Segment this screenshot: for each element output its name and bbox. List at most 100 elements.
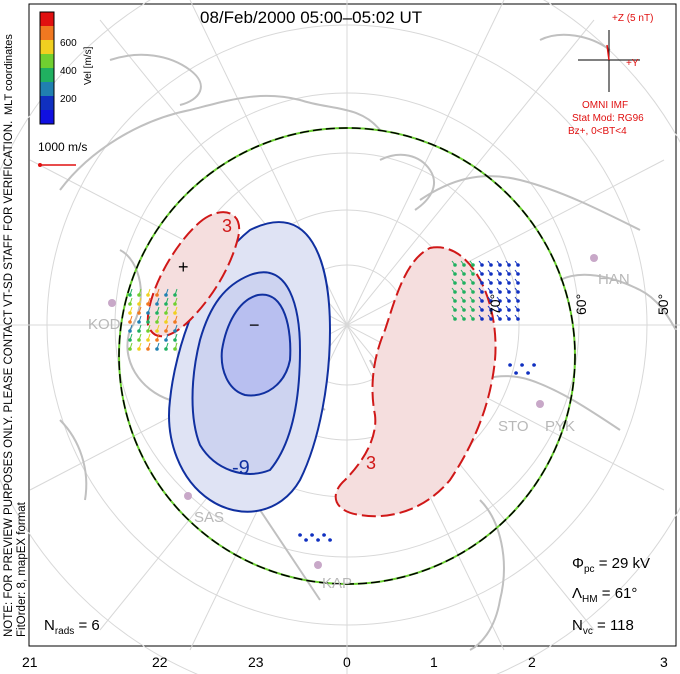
colorbar-tick-600: 600 — [60, 38, 77, 49]
station-labels: KOD HAN STO PYK SAS KAP — [88, 271, 630, 592]
velocity-vector-line — [138, 315, 142, 323]
velocity-vector-line — [487, 296, 492, 302]
velocity-vector-line — [514, 287, 519, 293]
velocity-vector-line — [496, 269, 501, 275]
velocity-vector-line — [147, 333, 151, 341]
colorbar-swatch — [40, 82, 54, 96]
velocity-vector-line — [147, 324, 151, 332]
preview-note: NOTE: FOR PREVIEW PURPOSES ONLY. PLEASE … — [3, 120, 15, 637]
velocity-vector-line — [478, 287, 483, 293]
velocity-vector-line — [174, 297, 178, 305]
mlt-tick-22: 22 — [152, 654, 168, 670]
imf-dial — [578, 30, 640, 92]
velocity-vector-line — [138, 306, 142, 314]
station-label-pyk: PYK — [545, 418, 575, 435]
velocity-vector-line — [505, 305, 510, 311]
velocity-vector-line — [147, 306, 151, 314]
velocity-vector-line — [147, 288, 151, 296]
velocity-vector-line — [129, 342, 133, 350]
velocity-vector-line — [129, 315, 133, 323]
velocity-vector-line — [156, 333, 160, 341]
velocity-vector-line — [496, 305, 501, 311]
velocity-vector-line — [174, 315, 178, 323]
velocity-colorbar — [39, 11, 55, 125]
velocity-vector-line — [460, 260, 465, 266]
velocity-vector-line — [156, 297, 160, 305]
velocity-vector-line — [451, 296, 456, 302]
colorbar-tick-400: 400 — [60, 66, 77, 77]
colorbar-swatch — [40, 110, 54, 124]
velocity-vector-line — [129, 306, 133, 314]
stat-n-rads: Nrads = 6 — [44, 617, 100, 637]
velocity-vector-line — [514, 305, 519, 311]
velocity-vector-line — [451, 314, 456, 320]
velocity-vector-line — [156, 342, 160, 350]
station-markers — [108, 254, 598, 569]
velocity-vector-line — [165, 315, 169, 323]
velocity-vector-line — [514, 278, 519, 284]
velocity-vector-line — [460, 269, 465, 275]
velocity-vector-line — [469, 269, 474, 275]
mlt-tick-3: 3 — [660, 654, 668, 670]
lat-label-50: 50° — [655, 294, 671, 315]
velocity-vector-line — [478, 305, 483, 311]
velocity-vector-line — [487, 260, 492, 266]
station-label-kod: KOD — [88, 316, 121, 333]
velocity-vector-line — [469, 296, 474, 302]
velocity-vector-line — [165, 342, 169, 350]
velocity-vector-line — [478, 314, 483, 320]
velocity-vector-line — [469, 278, 474, 284]
velocity-vector-line — [505, 278, 510, 284]
velocity-vector-line — [165, 306, 169, 314]
station-label-han: HAN — [598, 271, 630, 288]
colorbar-swatch — [40, 12, 54, 26]
velocity-vector-line — [478, 269, 483, 275]
velocity-vector-line — [505, 314, 510, 320]
velocity-vector-line — [478, 296, 483, 302]
velocity-vector-line — [478, 260, 483, 266]
velocity-vector-line — [505, 287, 510, 293]
velocity-vector-line — [174, 288, 178, 296]
colorbar-frame — [39, 11, 55, 125]
velocity-vector-line — [487, 287, 492, 293]
velocity-vector-line — [496, 296, 501, 302]
velocity-vector-line — [156, 324, 160, 332]
velocity-vector-line — [460, 287, 465, 293]
velocity-vector-line — [451, 269, 456, 275]
velocity-vector-line — [147, 342, 151, 350]
contour-label-pos-2: 3 — [366, 453, 376, 473]
velocity-vector-line — [138, 342, 142, 350]
velocity-vector-line — [147, 315, 151, 323]
stat-lambda-hm: ΛHM = 61° — [572, 585, 638, 605]
fit-note: FitOrder: 8, mapEX format — [16, 502, 28, 637]
vector-scale-marker — [38, 163, 76, 167]
velocity-vector-line — [460, 305, 465, 311]
velocity-vector-line — [514, 296, 519, 302]
velocity-vector-line — [147, 297, 151, 305]
contour-label-pos-1: 3 — [222, 216, 232, 236]
stat-n-vc: Nvc = 118 — [572, 617, 634, 637]
velocity-vector-line — [514, 314, 519, 320]
velocity-vector-line — [174, 342, 178, 350]
velocity-vector-line — [165, 333, 169, 341]
velocity-vector-line — [138, 288, 142, 296]
velocity-vector-line — [156, 315, 160, 323]
mlt-tick-2: 2 — [528, 654, 536, 670]
contour-min-marker: − — [249, 315, 260, 335]
velocity-vector-line — [174, 324, 178, 332]
velocity-vector-line — [451, 287, 456, 293]
velocity-vector-line — [129, 333, 133, 341]
velocity-vector-line — [129, 297, 133, 305]
velocity-vectors — [128, 260, 536, 542]
velocity-vector-line — [478, 278, 483, 284]
stat-phi-pc: Φpc = 29 kV — [572, 555, 650, 575]
velocity-vector-line — [165, 297, 169, 305]
velocity-vector-line — [165, 324, 169, 332]
velocity-vector-line — [174, 306, 178, 314]
velocity-vector-line — [487, 278, 492, 284]
velocity-vector-line — [469, 260, 474, 266]
velocity-vector-line — [138, 324, 142, 332]
mlt-tick-1: 1 — [430, 654, 438, 670]
mlt-tick-21: 21 — [22, 654, 38, 670]
imf-condition: Bz+, 0<BT<4 — [568, 126, 627, 137]
